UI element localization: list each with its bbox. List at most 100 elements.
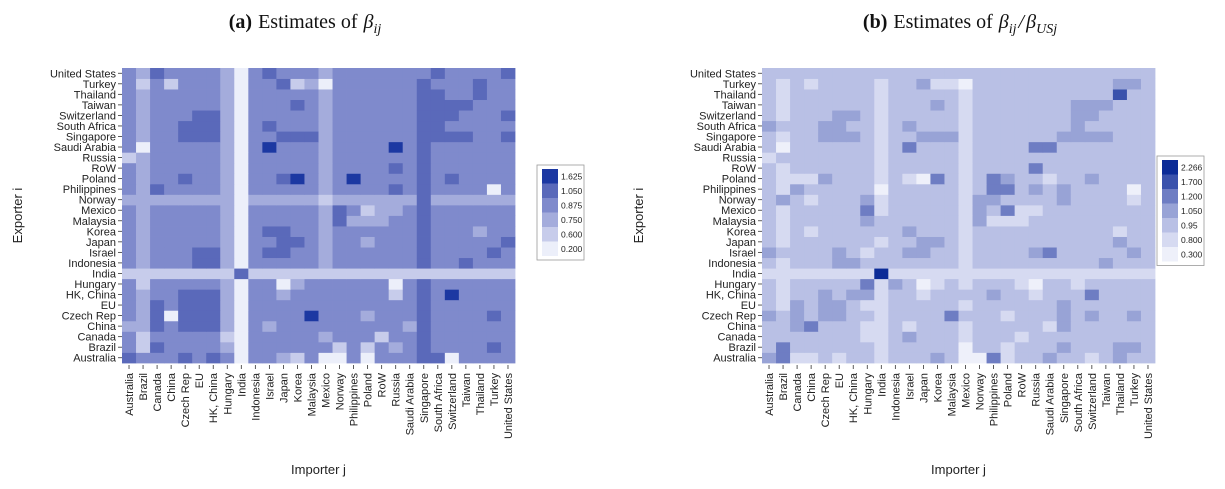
heat-cell [944, 68, 959, 79]
heat-cell [234, 247, 249, 259]
heat-cell [762, 78, 777, 90]
heat-cell [262, 226, 277, 237]
heat-cell [472, 341, 488, 353]
heat-cell [888, 299, 903, 311]
heat-cell [304, 299, 319, 311]
heat-cell [1084, 152, 1100, 164]
heat-cell [122, 236, 137, 248]
heat-cell [234, 352, 249, 364]
heat-cell [1126, 331, 1142, 343]
heat-cell [206, 89, 221, 101]
heat-cell [958, 78, 973, 90]
heat-cell [930, 236, 945, 248]
heat-cell [388, 320, 404, 332]
heat-cell [1028, 278, 1044, 290]
heat-cell [888, 173, 903, 185]
heat-cell [262, 310, 277, 322]
heat-cell [1014, 162, 1030, 174]
heat-cell [164, 352, 179, 364]
heat-cell [486, 331, 502, 343]
heat-cell [762, 215, 777, 227]
heat-cell [1042, 352, 1058, 364]
heat-cell [318, 141, 333, 153]
heat-cell [1042, 78, 1058, 90]
heat-cell [332, 120, 347, 132]
heat-cell [234, 236, 249, 248]
heat-cell [916, 299, 931, 311]
heat-cell [374, 226, 390, 237]
heat-cell [888, 226, 903, 237]
heat-cell [430, 183, 446, 195]
x-tick-label: Hungary [222, 373, 234, 415]
heat-cell [178, 68, 193, 79]
x-tick-label: Brazil [138, 373, 150, 401]
heat-cell [332, 204, 347, 216]
heat-cell [430, 204, 446, 216]
heat-cell [1126, 236, 1142, 248]
heat-cell [332, 299, 347, 311]
heat-cell [1126, 162, 1142, 174]
heat-cell [122, 299, 137, 311]
heat-cell [472, 173, 488, 185]
heat-cell [1042, 173, 1058, 185]
heat-cell [472, 141, 488, 153]
heat-cell [958, 194, 973, 206]
heat-cell [332, 99, 347, 111]
heat-cell [500, 257, 516, 269]
heat-cell [832, 78, 847, 90]
heat-cell [150, 236, 165, 248]
heat-cell [122, 141, 137, 153]
heat-cell [318, 352, 333, 364]
heat-cell [416, 257, 432, 269]
heat-cell [762, 194, 777, 206]
heat-cell [220, 78, 235, 90]
heat-cell [318, 226, 333, 237]
heat-cell [818, 99, 833, 111]
title-text: Estimates of [893, 11, 993, 33]
heat-cell [430, 110, 446, 122]
y-tick-label: Norway [79, 195, 117, 207]
legend-label: 1.200 [1181, 191, 1203, 201]
heat-cell [192, 341, 207, 353]
heat-cell [178, 278, 193, 290]
heat-cell [1056, 68, 1072, 79]
heat-cell [1084, 268, 1100, 280]
heat-cell [804, 331, 819, 343]
heat-cell [290, 299, 305, 311]
heat-cell [1070, 173, 1086, 185]
heat-cell [248, 78, 263, 90]
heat-cell [1028, 162, 1044, 174]
x-tick-label: Philippines [989, 373, 1001, 427]
heat-cell [846, 268, 861, 280]
heat-cell [500, 268, 516, 280]
heat-cell [486, 173, 502, 185]
heat-cell [472, 226, 488, 237]
heat-cell [916, 78, 931, 90]
heat-cell [1140, 120, 1156, 132]
heat-cell [1126, 341, 1142, 353]
heat-cell [902, 268, 917, 280]
heat-cell [360, 68, 376, 79]
heat-cell [290, 162, 305, 174]
x-tick-label: HK, China [208, 372, 220, 423]
title-math: / [1018, 11, 1027, 33]
heat-cell [136, 352, 151, 364]
heat-cell [164, 173, 179, 185]
heat-cell [458, 194, 474, 206]
heat-cell [874, 68, 889, 79]
heat-cell [930, 204, 945, 216]
heat-cell [846, 289, 861, 301]
heat-cell [388, 99, 404, 111]
heat-cell [1098, 289, 1114, 301]
heat-cell [1084, 299, 1100, 311]
heat-cell [1084, 352, 1100, 364]
heat-cell [430, 194, 446, 206]
heat-cell [444, 215, 460, 227]
heat-cell [860, 289, 875, 301]
heat-cell [416, 247, 432, 259]
heat-cell [150, 341, 165, 353]
heat-cell [804, 226, 819, 237]
heat-cell [846, 352, 861, 364]
heat-cell [1070, 194, 1086, 206]
x-tick-label: Turkey [489, 373, 501, 407]
